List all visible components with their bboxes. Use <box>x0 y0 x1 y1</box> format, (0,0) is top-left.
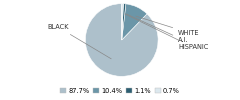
Wedge shape <box>85 4 158 76</box>
Text: HISPANIC: HISPANIC <box>125 14 209 50</box>
Legend: 87.7%, 10.4%, 1.1%, 0.7%: 87.7%, 10.4%, 1.1%, 0.7% <box>58 85 182 97</box>
Text: A.I.: A.I. <box>126 14 189 43</box>
Wedge shape <box>122 4 147 40</box>
Wedge shape <box>122 4 123 40</box>
Wedge shape <box>122 4 126 40</box>
Text: BLACK: BLACK <box>48 24 111 59</box>
Text: WHITE: WHITE <box>136 16 200 36</box>
